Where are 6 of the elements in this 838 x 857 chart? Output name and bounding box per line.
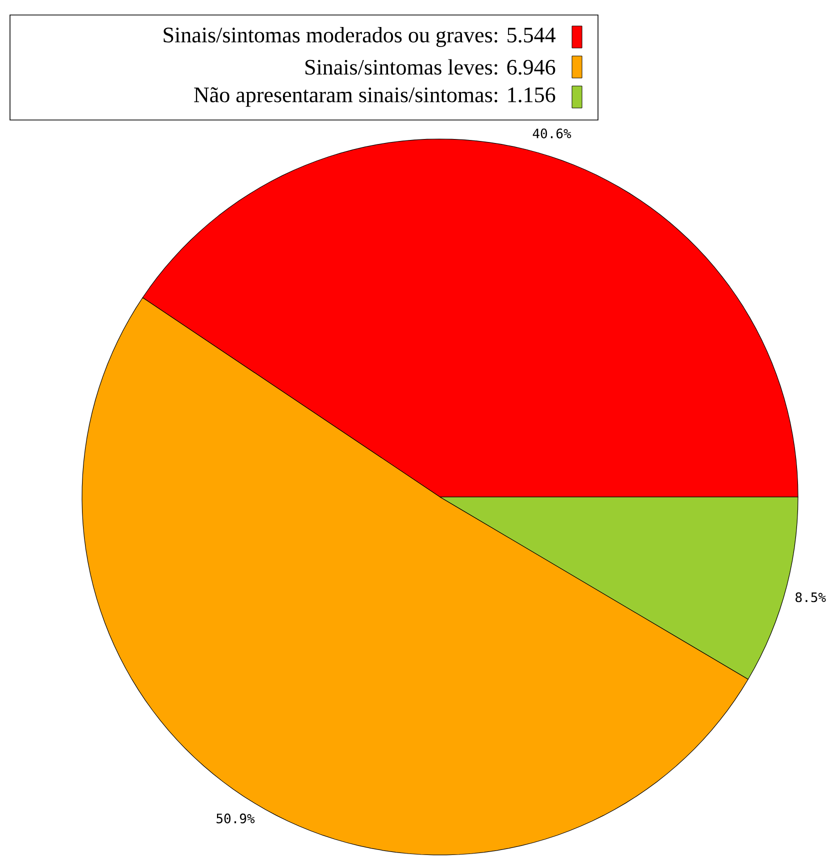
data-label: 50.9% xyxy=(216,814,255,824)
data-label: 8.5% xyxy=(796,592,826,602)
legend-label: Sinais/sintomas moderados ou graves: 5.544 xyxy=(164,26,556,48)
legend-label: Sinais/sintomas leves: 6.946 xyxy=(306,59,556,75)
data-label: 40.6% xyxy=(532,128,572,138)
legend-label: Não apresentaram sinais/sintomas: 1.156 xyxy=(194,87,556,107)
